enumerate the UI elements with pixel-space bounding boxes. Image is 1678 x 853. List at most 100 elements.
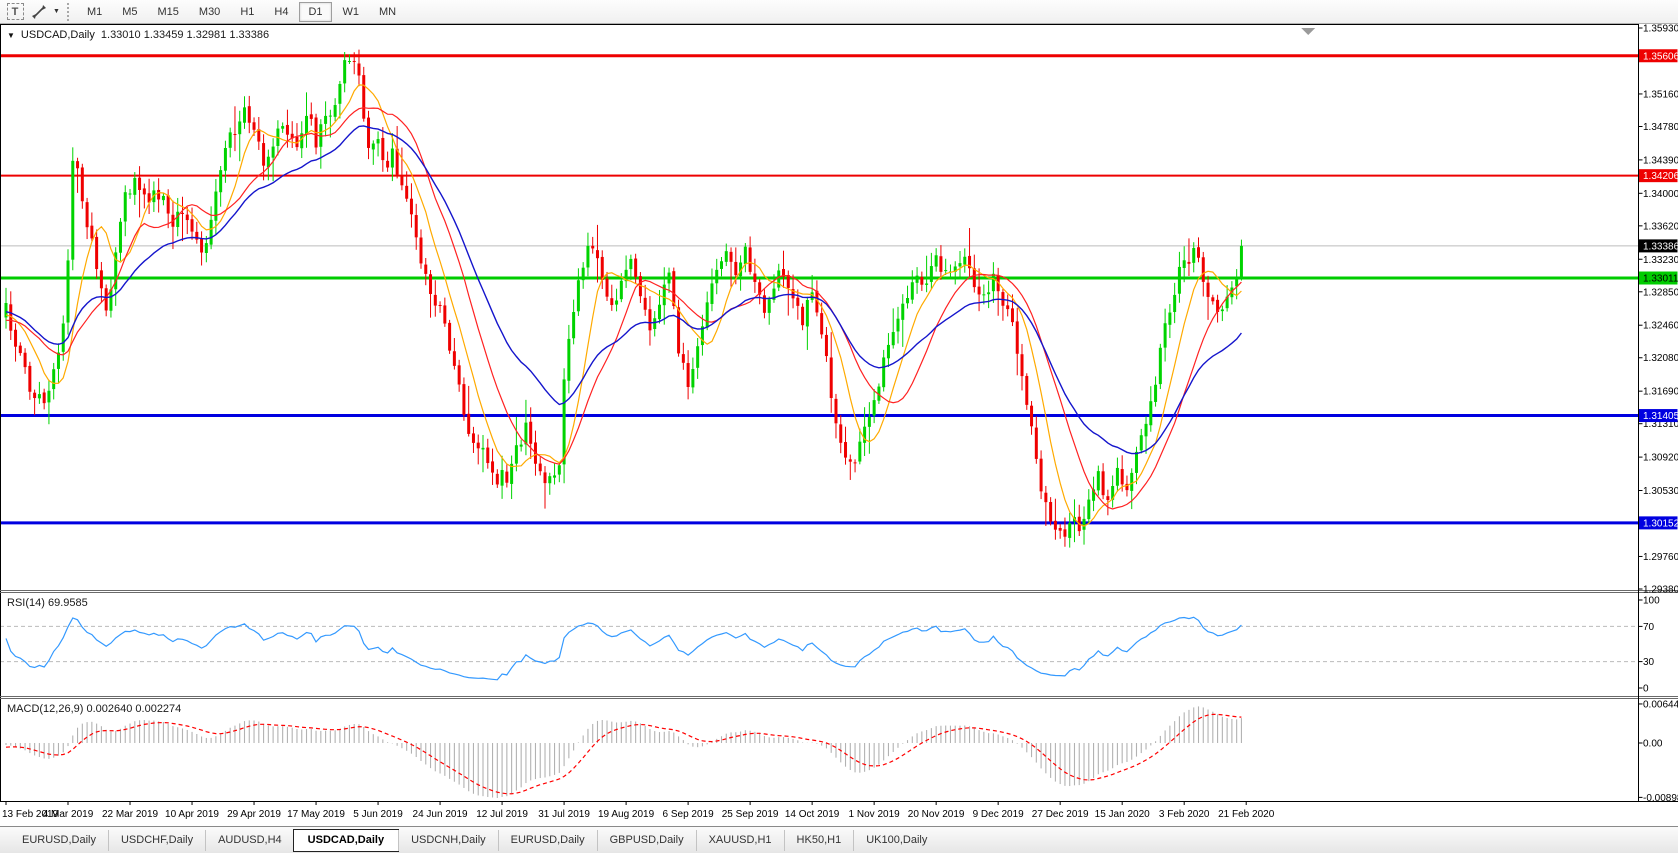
- chart-tab-bar: EURUSD,Daily USDCHF,Daily AUDUSD,H4 USDCAD,…: [0, 826, 1678, 853]
- text-tool-icon: T: [6, 3, 24, 20]
- rsi-panel[interactable]: [0, 616, 1639, 681]
- svg-text:31 Jul 2019: 31 Jul 2019: [538, 809, 590, 820]
- hline-price-label-1.33011: 1.33011: [1639, 271, 1678, 285]
- svg-text:1.34206: 1.34206: [1643, 171, 1678, 182]
- hline-price-label-1.35606: 1.35606: [1639, 49, 1678, 63]
- svg-text:1.29760: 1.29760: [1643, 552, 1678, 563]
- timeframe-m30[interactable]: M30: [198, 5, 221, 18]
- tab-xauusd-h1[interactable]: XAUUSD,H1: [695, 829, 784, 851]
- svg-text:100: 100: [1643, 596, 1660, 607]
- tab-eurusd-daily[interactable]: EURUSD,Daily: [497, 829, 597, 851]
- chart-shift-marker-icon[interactable]: [1301, 28, 1316, 35]
- arrow-tools-button[interactable]: [29, 2, 49, 21]
- timeframe-mn[interactable]: MN: [379, 5, 397, 18]
- svg-text:1.30152: 1.30152: [1643, 518, 1678, 529]
- timeframe-m5[interactable]: M5: [122, 5, 138, 18]
- svg-text:1.32460: 1.32460: [1643, 321, 1678, 332]
- svg-text:1.35606: 1.35606: [1643, 51, 1678, 62]
- tab-gbpusd-daily[interactable]: GBPUSD,Daily: [596, 829, 696, 851]
- svg-text:20 Nov 2019: 20 Nov 2019: [908, 809, 965, 820]
- chevron-down-icon[interactable]: ▼: [53, 8, 60, 15]
- tab-hk50-h1[interactable]: HK50,H1: [783, 829, 854, 851]
- svg-text:1.29380: 1.29380: [1643, 585, 1678, 596]
- hline-price-label-1.31405: 1.31405: [1639, 409, 1678, 423]
- svg-text:6 Sep 2019: 6 Sep 2019: [663, 809, 715, 820]
- ma-mid-line: [5, 107, 1242, 510]
- svg-text:1.34000: 1.34000: [1643, 189, 1678, 200]
- svg-text:27 Dec 2019: 27 Dec 2019: [1032, 809, 1089, 820]
- svg-text:-0.00898: -0.00898: [1643, 793, 1678, 804]
- svg-text:0.006448: 0.006448: [1643, 699, 1678, 710]
- svg-text:15 Jan 2020: 15 Jan 2020: [1095, 809, 1150, 820]
- svg-text:25 Sep 2019: 25 Sep 2019: [722, 809, 779, 820]
- chart-ohlc-values: 1.33010 1.33459 1.32981 1.33386: [100, 29, 270, 41]
- timeframe-h1[interactable]: H1: [240, 5, 255, 18]
- svg-text:1.30920: 1.30920: [1643, 453, 1678, 464]
- panel-borders: [0, 24, 1678, 802]
- svg-text:1.34390: 1.34390: [1643, 155, 1678, 166]
- svg-text:0.00: 0.00: [1643, 739, 1663, 750]
- timeframe-m1[interactable]: M1: [86, 5, 103, 18]
- timeframe-group: M1 M5 M15 M30 H1 H4 D1 W1 MN: [77, 1, 406, 22]
- svg-text:1.33620: 1.33620: [1643, 221, 1678, 232]
- moving-averages-layer: [5, 84, 1242, 527]
- chart-menu-icon[interactable]: ▼: [7, 30, 15, 40]
- svg-text:1.32080: 1.32080: [1643, 353, 1678, 364]
- rsi-indicator-label: RSI(14) 69.9585: [7, 597, 88, 609]
- toolbar-grip[interactable]: [66, 2, 70, 21]
- svg-text:1.33011: 1.33011: [1643, 274, 1678, 285]
- svg-text:1.35930: 1.35930: [1643, 24, 1678, 35]
- price-axis[interactable]: 1.35930 1.35160 1.34780 1.34390 1.34000 1.336…: [1638, 24, 1678, 804]
- svg-text:1.35160: 1.35160: [1643, 89, 1678, 100]
- tab-eurusd-daily[interactable]: EURUSD,Daily: [22, 833, 96, 846]
- svg-text:1.34780: 1.34780: [1643, 122, 1678, 133]
- svg-text:0: 0: [1643, 684, 1649, 695]
- svg-text:12 Jul 2019: 12 Jul 2019: [476, 809, 528, 820]
- ma-fast-line: [5, 84, 1242, 527]
- svg-text:14 Oct 2019: 14 Oct 2019: [785, 809, 840, 820]
- chart-canvas[interactable]: 1.35930 1.35160 1.34780 1.34390 1.34000 1.336…: [0, 24, 1678, 826]
- rsi-line: [5, 616, 1242, 681]
- ma-slow-line: [5, 125, 1242, 455]
- svg-text:1.31405: 1.31405: [1643, 411, 1678, 422]
- tab-usdchf-daily[interactable]: USDCHF,Daily: [107, 829, 205, 851]
- arrow-tools-icon: [32, 4, 46, 19]
- hline-price-label-1.30152: 1.30152: [1639, 516, 1678, 530]
- svg-text:9 Dec 2019: 9 Dec 2019: [973, 809, 1025, 820]
- macd-panel[interactable]: [5, 706, 1242, 798]
- svg-text:24 Jun 2019: 24 Jun 2019: [413, 809, 468, 820]
- svg-text:1.31690: 1.31690: [1643, 387, 1678, 398]
- chart-symbol-label: USDCAD,Daily: [20, 29, 95, 41]
- svg-text:1 Nov 2019: 1 Nov 2019: [849, 809, 901, 820]
- chart-title: ▼ USDCAD,Daily 1.33010 1.33459 1.32981 1…: [7, 29, 269, 41]
- svg-text:1.31310: 1.31310: [1643, 419, 1678, 430]
- svg-text:13 Feb 2019: 13 Feb 2019: [2, 809, 59, 820]
- svg-text:17 May 2019: 17 May 2019: [287, 809, 345, 820]
- svg-text:22 Mar 2019: 22 Mar 2019: [102, 809, 159, 820]
- tab-uk100-daily[interactable]: UK100,Daily: [853, 829, 939, 851]
- svg-text:1.30530: 1.30530: [1643, 486, 1678, 497]
- top-toolbar: T ▼ M1 M5 M15 M30 H1 H4 D1 W1 MN: [0, 0, 1678, 24]
- hline-price-label-1.34206: 1.34206: [1639, 169, 1678, 183]
- text-tool-button[interactable]: T: [5, 2, 25, 21]
- timeframe-m15[interactable]: M15: [157, 5, 179, 18]
- tab-audusd-h4[interactable]: AUDUSD,H4: [205, 829, 294, 851]
- tab-usdcad-daily[interactable]: USDCAD,Daily: [292, 828, 400, 852]
- timeframe-d1[interactable]: D1: [299, 1, 332, 22]
- svg-text:1.33230: 1.33230: [1643, 255, 1678, 266]
- svg-text:10 Apr 2019: 10 Apr 2019: [165, 809, 219, 820]
- chart-window[interactable]: 1.35930 1.35160 1.34780 1.34390 1.34000 1.336…: [0, 24, 1678, 826]
- svg-text:19 Aug 2019: 19 Aug 2019: [598, 809, 655, 820]
- tab-usdcnh-daily[interactable]: USDCNH,Daily: [398, 829, 498, 851]
- timeframe-h4[interactable]: H4: [274, 5, 289, 18]
- bid-price-label: 1.33386: [1639, 239, 1678, 253]
- svg-text:4 Mar 2019: 4 Mar 2019: [43, 809, 94, 820]
- svg-text:1.33386: 1.33386: [1643, 241, 1678, 252]
- macd-signal-line: [5, 713, 1242, 795]
- timeframe-w1[interactable]: W1: [342, 5, 360, 18]
- svg-text:30: 30: [1643, 657, 1655, 668]
- svg-text:21 Feb 2020: 21 Feb 2020: [1218, 809, 1275, 820]
- svg-text:5 Jun 2019: 5 Jun 2019: [353, 809, 403, 820]
- svg-text:1.32850: 1.32850: [1643, 287, 1678, 298]
